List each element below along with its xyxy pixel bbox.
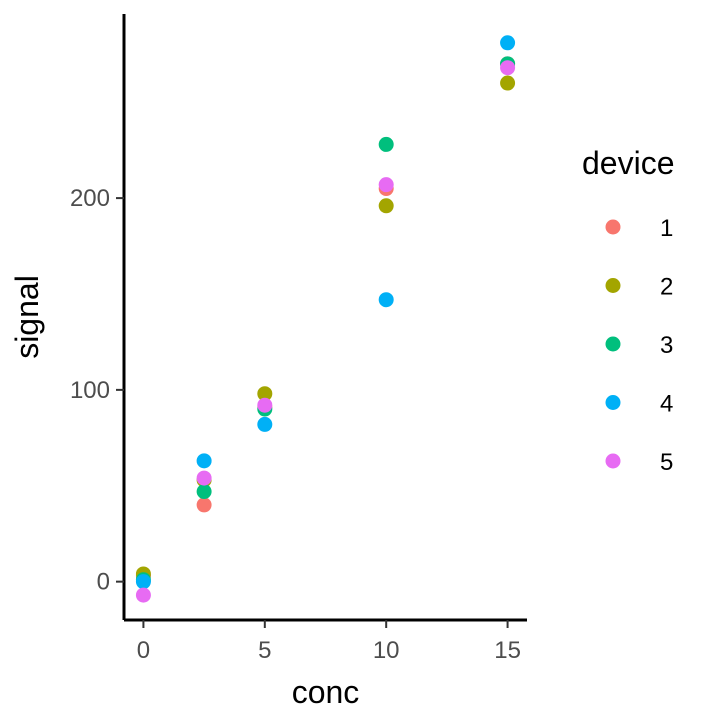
y-axis-title: signal (9, 275, 45, 359)
legend-key-1 (605, 219, 621, 235)
legend-key-4 (605, 395, 621, 410)
legend-label-2: 2 (660, 274, 673, 301)
data-point-device-3 (196, 484, 212, 500)
data-point-device-5 (135, 587, 151, 603)
y-tick-label: 200 (70, 185, 110, 212)
x-ticks: 0 5 10 15 (137, 620, 521, 664)
data-point-device-4 (378, 292, 394, 308)
legend-title: device (582, 145, 675, 181)
data-point-device-5 (196, 470, 212, 486)
data-point-device-2 (257, 386, 273, 402)
data-point-device-2 (500, 75, 516, 91)
data-point-device-2 (378, 198, 394, 214)
x-tick-label: 0 (137, 637, 150, 664)
legend: device 1 2 3 4 5 (582, 145, 675, 476)
legend-label-5: 5 (660, 449, 673, 476)
legend-label-3: 3 (660, 332, 673, 359)
data-point-device-4 (257, 416, 273, 432)
y-tick-label: 0 (97, 569, 110, 596)
data-point-device-1 (196, 497, 212, 513)
data-point-device-5 (257, 397, 273, 413)
y-ticks: 0 100 200 (70, 185, 124, 596)
legend-label-1: 1 (660, 215, 673, 242)
y-tick-label: 100 (70, 377, 110, 404)
points-layer (135, 35, 516, 603)
legend-key-5 (605, 453, 621, 469)
data-point-device-5 (378, 177, 394, 193)
x-tick-label: 5 (258, 637, 271, 664)
x-tick-label: 15 (494, 637, 521, 664)
data-point-device-5 (500, 60, 516, 76)
x-axis-title: conc (292, 674, 360, 710)
data-point-device-4 (196, 453, 212, 469)
x-tick-label: 10 (373, 637, 400, 664)
legend-key-2 (605, 278, 621, 293)
legend-label-4: 4 (660, 391, 673, 418)
legend-key-3 (605, 336, 621, 352)
data-point-device-3 (378, 136, 394, 152)
data-point-device-4 (135, 574, 151, 590)
data-point-device-4 (500, 35, 516, 51)
